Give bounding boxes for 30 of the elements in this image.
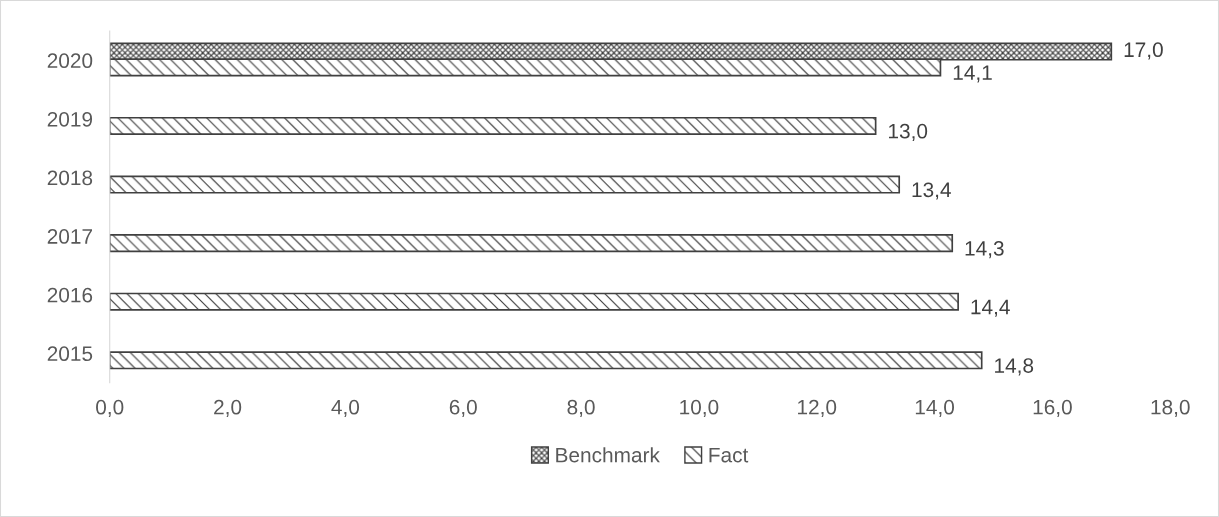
x-tick-label: 12,0 [798, 399, 837, 418]
y-tick-label: 2017 [47, 229, 92, 244]
x-tick-label: 10,0 [680, 399, 719, 418]
y-tick-label: 2015 [47, 346, 93, 362]
bar [109, 292, 959, 311]
data-label: 14,1 [953, 65, 992, 83]
bar [109, 116, 877, 135]
data-label: 17,0 [1124, 42, 1163, 60]
x-tick-label: 0,0 [96, 399, 124, 418]
x-tick-label: 8,0 [567, 399, 595, 418]
data-label: 14,3 [965, 241, 1004, 259]
bar [109, 351, 983, 370]
x-tick-label: 4,0 [331, 399, 360, 418]
bar [109, 234, 954, 253]
data-label: 14,8 [995, 358, 1034, 376]
x-tick-label: 2,0 [214, 399, 242, 418]
x-tick-label: 16,0 [1033, 399, 1072, 418]
data-label: 14,4 [971, 299, 1010, 317]
y-tick-label: 2019 [47, 111, 93, 127]
data-label: 13,4 [912, 182, 951, 200]
x-tick-label: 14,0 [915, 399, 955, 418]
bar [109, 175, 901, 194]
data-label: 13,0 [889, 123, 928, 142]
x-tick-label: 18,0 [1151, 399, 1190, 418]
y-tick-label: 2016 [47, 287, 93, 303]
y-tick-label: 2018 [47, 170, 93, 186]
x-tick-label: 6,0 [449, 399, 477, 418]
legend-label: Benchmark [556, 447, 660, 463]
legend-label: Fact [709, 447, 749, 463]
y-tick-label: 2020 [47, 53, 93, 69]
